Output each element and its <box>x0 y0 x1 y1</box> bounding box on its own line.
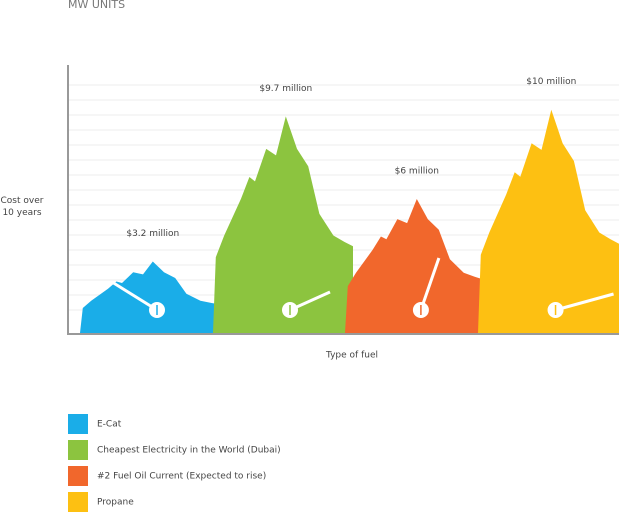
legend-label: E-Cat <box>97 420 122 430</box>
legend-swatch <box>68 440 88 460</box>
legend-label: #2 Fuel Oil Current (Expected to rise) <box>97 472 266 482</box>
value-label: $6 million <box>395 167 439 177</box>
chart-title: MW UNITS <box>68 0 125 11</box>
legend-swatch <box>68 466 88 486</box>
fuel-mountain <box>213 116 353 334</box>
legend-swatch <box>68 492 88 512</box>
legend-label: Propane <box>97 498 134 508</box>
fuel-mountain <box>80 261 220 333</box>
value-label: $9.7 million <box>259 84 312 94</box>
gauge-needle <box>111 280 158 312</box>
gauge-needle <box>419 257 441 311</box>
legend-label: Cheapest Electricity in the World (Dubai… <box>97 446 281 456</box>
fuel-mountain <box>345 199 483 333</box>
x-axis-label: Type of fuel <box>325 351 378 361</box>
value-label: $3.2 million <box>126 229 179 239</box>
y-axis-label: Cost over 10 years <box>1 196 44 218</box>
value-label: $10 million <box>526 77 576 87</box>
legend-swatch <box>68 414 88 434</box>
gauge-needle <box>555 292 614 312</box>
fuel-mountain <box>478 109 619 333</box>
